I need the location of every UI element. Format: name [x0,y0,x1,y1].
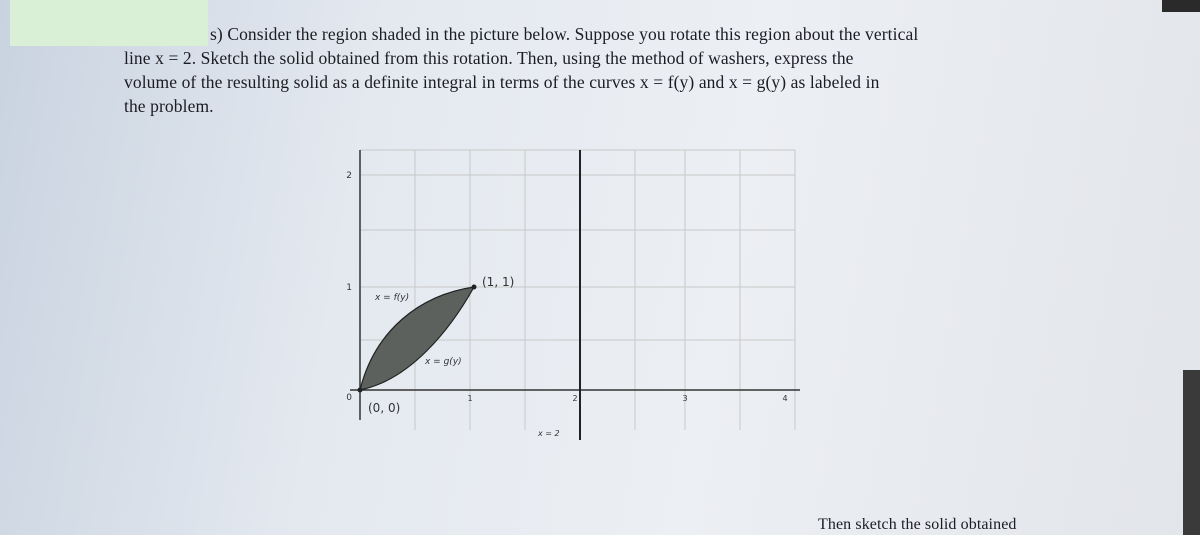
problem-line: line x = 2. Sketch the solid obtained fr… [124,48,854,68]
point-label: (0, 0) [368,401,400,415]
y-tick-label: 2 [346,171,352,181]
curve-label: x = g(y) [424,357,462,367]
x-tick-label: 4 [782,394,787,403]
curve-label: x = f(y) [374,293,409,303]
x-tick-label: 2 [572,394,577,403]
line-label: x = 2 [537,429,560,438]
problem-line: the problem. [124,96,214,116]
dark-corner [1162,0,1200,12]
point-label: (1, 1) [482,275,514,289]
point [471,284,477,290]
footer-text: Then sketch the solid obtained [818,516,1017,533]
y-tick-label: 1 [346,283,352,293]
dark-edge [1183,370,1200,535]
grid [360,149,796,430]
green-patch [10,0,208,46]
problem-line: s) Consider the region shaded in the pic… [210,24,919,44]
y-tick-label: 0 [346,393,352,403]
x-tick-label: 1 [467,394,472,403]
point [357,387,363,393]
x-tick-label: 3 [682,394,687,403]
problem-line: volume of the resulting solid as a defin… [124,72,880,92]
